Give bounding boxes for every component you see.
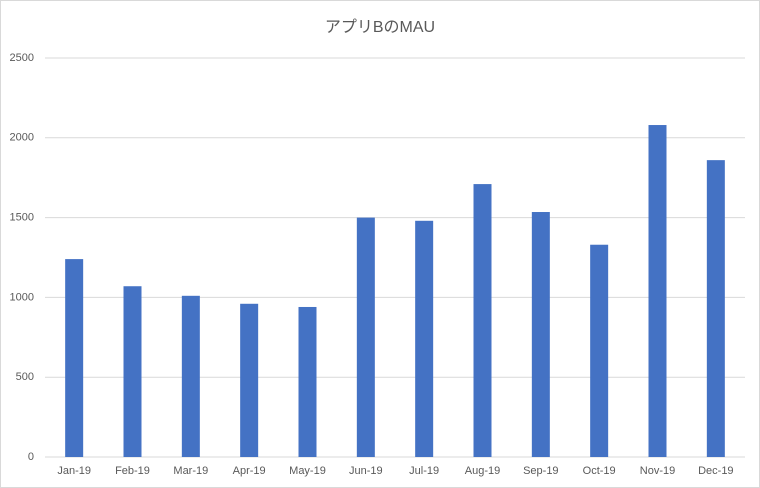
x-tick-label: Sep-19 [523,465,558,477]
y-tick-label: 1500 [10,212,34,224]
x-tick-label: Mar-19 [173,465,208,477]
bar [706,160,725,458]
y-tick-label: 1000 [10,291,34,303]
x-tick-label: Apr-19 [233,465,266,477]
x-tick-label: Jan-19 [57,465,91,477]
bar [65,259,84,457]
bar [473,184,492,458]
x-tick-label: Dec-19 [698,465,733,477]
bar [590,244,609,457]
bar [298,306,317,457]
bar [181,295,200,457]
x-tick-label: Jun-19 [349,465,383,477]
x-tick-label: Feb-19 [115,465,150,477]
x-tick-label: May-19 [289,465,326,477]
y-tick-label: 2000 [10,132,34,144]
bar [356,217,375,457]
bar [531,212,550,457]
x-tick-label: Oct-19 [583,465,616,477]
bar [240,303,259,457]
x-tick-label: Jul-19 [409,465,439,477]
x-tick-label: Aug-19 [465,465,500,477]
bar [415,220,434,457]
y-tick-label: 0 [28,451,34,463]
chart-title: アプリBのMAU [325,18,435,36]
y-tick-label: 500 [16,371,34,383]
bar [648,125,667,458]
bar [123,286,142,457]
x-tick-label: Nov-19 [640,465,675,477]
y-tick-label: 2500 [10,52,34,64]
